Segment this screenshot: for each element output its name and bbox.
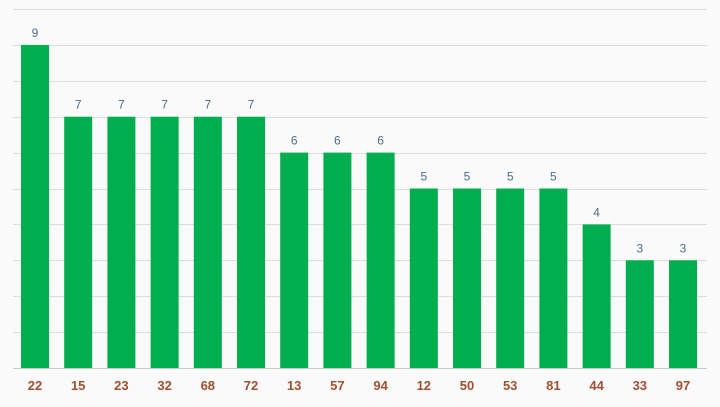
bar-97 [669, 260, 697, 368]
value-label-53: 5 [507, 170, 514, 184]
value-label-81: 5 [550, 170, 557, 184]
value-label-layer: 9 7 7 7 7 7 6 6 6 5 5 5 5 4 3 3 [32, 26, 687, 255]
bar-33 [625, 260, 654, 368]
bar-53 [496, 188, 525, 368]
value-label-12: 5 [420, 170, 427, 184]
value-label-68: 7 [204, 98, 211, 112]
x-tick-label-12: 12 [417, 378, 431, 393]
x-tick-label-33: 33 [633, 378, 647, 393]
bar-22 [21, 44, 49, 369]
value-label-23: 7 [118, 98, 125, 112]
bar-13 [280, 152, 309, 368]
value-label-94: 6 [377, 134, 384, 148]
value-label-72: 7 [248, 98, 255, 112]
x-tick-layer: 22 15 23 32 68 72 13 57 94 12 50 53 81 44 33 97 [28, 378, 690, 393]
bar-57 [323, 152, 352, 368]
value-label-15: 7 [75, 98, 82, 112]
bar-81 [539, 188, 568, 368]
value-label-44: 4 [593, 205, 600, 219]
x-tick-label-97: 97 [676, 378, 690, 393]
bar-94 [366, 152, 395, 368]
x-tick-label-72: 72 [244, 378, 258, 393]
value-label-57: 6 [334, 134, 341, 148]
x-tick-label-13: 13 [287, 378, 301, 393]
bar-68 [193, 116, 222, 368]
bar-12 [409, 188, 438, 368]
x-tick-label-53: 53 [503, 378, 517, 393]
value-label-13: 6 [291, 134, 298, 148]
value-label-97: 3 [680, 241, 687, 255]
x-tick-label-57: 57 [330, 378, 344, 393]
x-tick-label-44: 44 [589, 378, 604, 393]
value-label-22: 9 [32, 26, 39, 40]
x-tick-label-50: 50 [460, 378, 474, 393]
bar-layer [21, 44, 697, 369]
x-tick-label-15: 15 [71, 378, 85, 393]
x-tick-label-81: 81 [546, 378, 560, 393]
value-label-32: 7 [161, 98, 168, 112]
bar-15 [64, 116, 93, 368]
x-tick-label-23: 23 [114, 378, 128, 393]
x-tick-label-94: 94 [373, 378, 388, 393]
bar-23 [107, 116, 136, 368]
value-label-50: 5 [464, 170, 471, 184]
bar-50 [453, 188, 481, 368]
bar-72 [237, 116, 265, 368]
value-label-33: 3 [636, 241, 643, 255]
x-tick-label-68: 68 [201, 378, 215, 393]
x-tick-label-32: 32 [157, 378, 171, 393]
bar-44 [582, 224, 611, 368]
x-tick-label-22: 22 [28, 378, 42, 393]
bar-32 [150, 116, 179, 368]
